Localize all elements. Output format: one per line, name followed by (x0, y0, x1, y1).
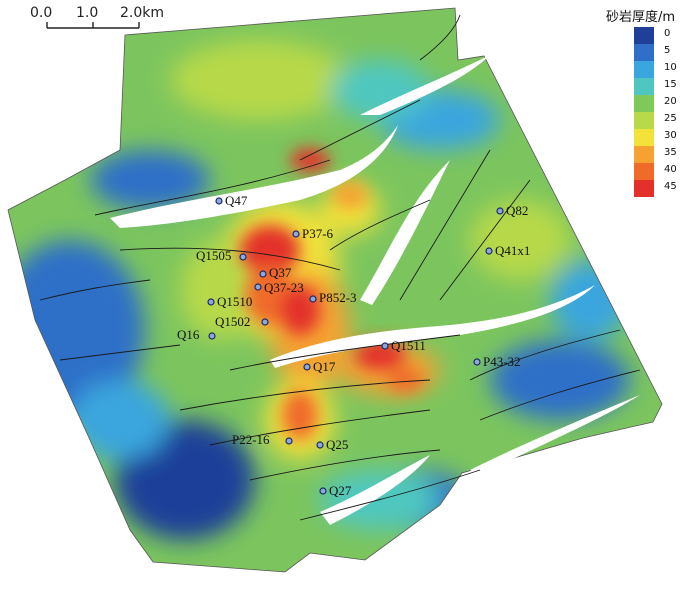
well-p852-3[interactable]: P852-3 (309, 290, 357, 305)
legend-swatch (634, 163, 654, 180)
well-p22-16[interactable]: P22-16 (232, 432, 293, 447)
well-q25[interactable]: Q25 (316, 437, 348, 452)
scale-tick-1: 1.0 (76, 5, 98, 21)
well-q41x1[interactable]: Q41x1 (485, 243, 530, 258)
legend-label: 40 (664, 164, 677, 175)
legend-swatch (634, 78, 654, 95)
wells: Q47 P37-6 Q1505 Q37 Q37-23 P852-3 Q1510 … (177, 193, 530, 498)
legend-label: 20 (664, 96, 677, 107)
well-q16[interactable]: Q16 (177, 327, 216, 342)
map-outline (7, 7, 663, 573)
legend-swatch (634, 61, 654, 78)
well-label: Q82 (506, 203, 528, 218)
scale-bar: 0.0 1.0 2.0km (30, 5, 164, 29)
well-label: P37-6 (302, 226, 334, 241)
well-p43-32[interactable]: P43-32 (473, 354, 521, 369)
well-label: Q1505 (196, 248, 231, 263)
scale-tick-0: 0.0 (30, 5, 52, 21)
well-label: Q37 (269, 265, 292, 280)
legend-label: 10 (664, 62, 677, 73)
well-q1505[interactable]: Q1505 (196, 248, 247, 263)
well-q1502[interactable]: Q1502 (215, 314, 269, 329)
legend-label: 0 (664, 28, 671, 39)
well-q17[interactable]: Q17 (303, 359, 336, 374)
well-label: Q17 (313, 359, 336, 374)
well-label: Q1502 (215, 314, 250, 329)
well-q37-23[interactable]: Q37-23 (254, 280, 304, 295)
legend-swatch (634, 180, 654, 197)
well-label: Q27 (329, 483, 352, 498)
legend-label: 30 (664, 130, 677, 141)
well-q1510[interactable]: Q1510 (207, 294, 252, 309)
legend-swatch (634, 44, 654, 61)
well-label: Q16 (177, 327, 200, 342)
legend-label: 5 (664, 45, 671, 56)
well-label: Q25 (326, 437, 348, 452)
legend-swatch (634, 112, 654, 129)
well-q82[interactable]: Q82 (496, 203, 528, 218)
legend-title: 砂岩厚度/m (606, 10, 676, 25)
scale-tick-2: 2.0km (120, 5, 164, 21)
well-label: Q1511 (391, 338, 426, 353)
legend-swatch (634, 27, 654, 44)
well-p37-6[interactable]: P37-6 (292, 226, 334, 241)
fault-lines (39, 14, 641, 521)
legend-label: 25 (664, 113, 677, 124)
well-label: P852-3 (319, 290, 357, 305)
well-label: Q47 (225, 193, 248, 208)
well-label: P22-16 (232, 432, 270, 447)
well-q37[interactable]: Q37 (259, 265, 292, 280)
well-label: Q1510 (217, 294, 252, 309)
well-q47[interactable]: Q47 (215, 193, 248, 208)
legend-swatch (634, 129, 654, 146)
well-label: Q41x1 (495, 243, 530, 258)
channel-gaps (110, 55, 640, 525)
well-label: Q37-23 (264, 280, 304, 295)
well-q1511[interactable]: Q1511 (381, 338, 426, 353)
well-label: P43-32 (483, 354, 521, 369)
legend-swatch (634, 146, 654, 163)
legend-label: 15 (664, 79, 677, 90)
legend-swatch (634, 95, 654, 112)
well-q27[interactable]: Q27 (319, 483, 352, 498)
legend-label: 45 (664, 181, 677, 192)
legend-label: 35 (664, 147, 677, 158)
